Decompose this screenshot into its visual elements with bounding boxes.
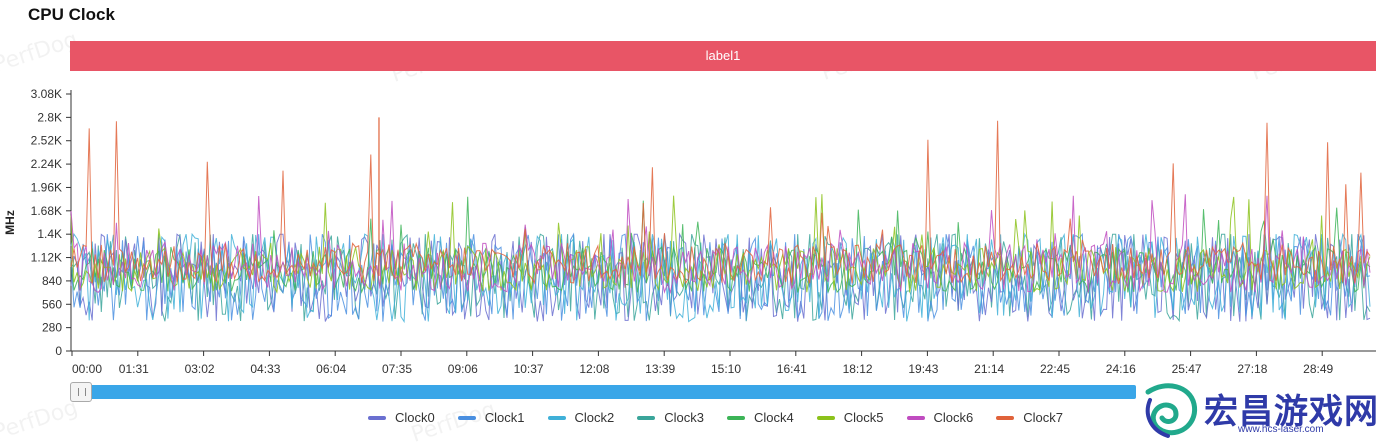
x-tick-label: 03:02 <box>185 362 215 376</box>
dragon-logo-icon <box>1145 383 1198 438</box>
y-tick-label: 0 <box>55 344 62 358</box>
legend-item-clock2[interactable]: Clock2 <box>547 410 615 425</box>
site-brand: 宏昌游戏网 www.hcs-laser.com <box>1138 380 1386 443</box>
y-tick-label: 2.8K <box>37 110 62 124</box>
legend-label: Clock2 <box>574 410 615 425</box>
x-tick-label: 24:16 <box>1106 362 1136 376</box>
y-tick-label: 1.68K <box>31 204 62 218</box>
y-tick-label: 560 <box>42 297 62 311</box>
legend-label: Clock5 <box>843 410 884 425</box>
legend-swatch <box>368 415 386 420</box>
y-tick-label: 1.12K <box>31 251 62 265</box>
y-axis-label: MHz <box>3 210 17 235</box>
x-tick-label: 04:33 <box>250 362 280 376</box>
y-tick-label: 1.4K <box>37 227 62 241</box>
legend-item-clock4[interactable]: Clock4 <box>727 410 794 425</box>
legend-swatch <box>547 415 566 420</box>
legend-label: Clock4 <box>754 410 794 425</box>
legend-label: Clock6 <box>933 410 974 425</box>
label-bar[interactable]: label1 <box>70 41 1376 71</box>
legend-item-clock1[interactable]: Clock1 <box>457 410 525 425</box>
zoom-slider-track[interactable] <box>72 385 1136 399</box>
legend-label: Clock1 <box>484 410 525 425</box>
x-tick-label: 00:00 <box>72 362 102 376</box>
x-tick-label: 07:35 <box>382 362 412 376</box>
series-line-clock7 <box>70 120 1371 285</box>
x-tick-label: 06:04 <box>316 362 346 376</box>
x-tick-label: 13:39 <box>645 362 675 376</box>
legend-item-clock3[interactable]: Clock3 <box>637 410 704 425</box>
x-tick-label: 19:43 <box>908 362 938 376</box>
x-tick-label: 01:31 <box>119 362 149 376</box>
zoom-slider-handle[interactable] <box>70 382 92 402</box>
legend-swatch <box>996 415 1015 420</box>
brand-name: 宏昌游戏网 <box>1204 392 1379 432</box>
x-tick-label: 10:37 <box>514 362 544 376</box>
chart-title: CPU Clock <box>28 5 115 24</box>
y-tick-label: 1.96K <box>31 180 62 194</box>
series-line-clock6 <box>70 194 1371 295</box>
x-tick-label: 18:12 <box>843 362 873 376</box>
x-tick-label: 21:14 <box>974 362 1004 376</box>
legend-swatch <box>637 415 656 420</box>
legend-item-clock0[interactable]: Clock0 <box>368 410 435 425</box>
legend-label: Clock7 <box>1023 410 1063 425</box>
legend: Clock0 Clock1 Clock2 Clock3 Clock4 Clock… <box>368 410 1086 425</box>
y-tick-label: 280 <box>42 321 62 335</box>
y-tick-label: 2.24K <box>31 157 62 171</box>
series-line-clock4 <box>70 196 1371 295</box>
x-tick-label: 12:08 <box>579 362 609 376</box>
x-tick-label: 27:18 <box>1237 362 1267 376</box>
x-tick-label: 22:45 <box>1040 362 1070 376</box>
legend-item-clock6[interactable]: Clock6 <box>906 410 974 425</box>
x-tick-label: 09:06 <box>448 362 478 376</box>
y-tick-label: 840 <box>42 274 62 288</box>
legend-label: Clock0 <box>395 410 435 425</box>
legend-swatch <box>906 415 925 420</box>
x-tick-label: 28:49 <box>1303 362 1333 376</box>
legend-label: Clock3 <box>664 410 704 425</box>
series-line-clock2 <box>70 232 1371 324</box>
legend-item-clock7[interactable]: Clock7 <box>996 410 1063 425</box>
y-tick-label: 2.52K <box>31 134 62 148</box>
brand-url: www.hcs-laser.com <box>1238 424 1324 435</box>
x-tick-label: 16:41 <box>777 362 807 376</box>
x-tick-label: 25:47 <box>1172 362 1202 376</box>
legend-swatch <box>727 415 745 420</box>
legend-swatch <box>816 415 835 420</box>
x-tick-label: 15:10 <box>711 362 741 376</box>
y-tick-label: 3.08K <box>31 87 62 101</box>
legend-item-clock5[interactable]: Clock5 <box>816 410 884 425</box>
legend-swatch <box>457 415 476 420</box>
